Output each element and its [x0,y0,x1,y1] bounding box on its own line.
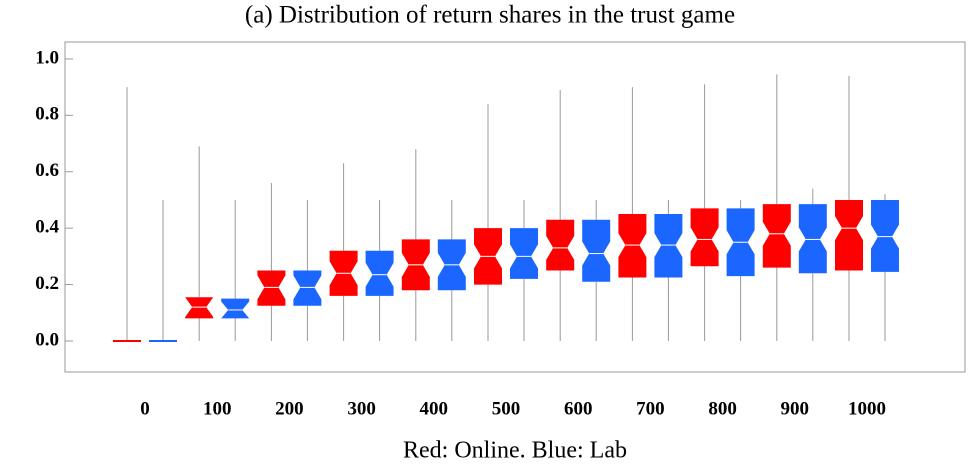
box [257,270,286,306]
y-tick-label: 0.0 [35,329,59,350]
x-tick-label: 700 [636,398,665,419]
box [798,204,827,274]
y-tick-label: 0.6 [35,160,59,181]
x-tick-label: 100 [203,398,232,419]
x-tick-label: 400 [420,398,449,419]
x-tick-label: 1000 [848,398,886,419]
x-tick-label: 0 [140,398,150,419]
box [871,199,899,272]
box [510,228,538,279]
y-tick-label: 0.4 [35,217,59,238]
box [654,214,683,278]
x-tick-label: 800 [708,398,737,419]
x-tick-label: 200 [275,398,304,419]
box [762,204,791,268]
box [365,250,394,296]
box [582,219,611,282]
x-tick-label: 300 [347,398,376,419]
box [618,214,647,278]
x-axis-label: Red: Online. Blue: Lab [403,438,627,464]
y-tick-label: 0.2 [35,273,59,294]
x-tick-label: 900 [781,398,810,419]
box [293,270,322,306]
box [835,199,863,271]
box [185,297,214,319]
box [546,219,575,271]
y-tick-label: 1.0 [35,47,59,68]
box [690,208,719,267]
x-tick-label: 500 [492,398,521,419]
y-tick-label: 0.8 [35,104,59,125]
box [221,298,250,319]
chart-title: (a) Distribution of return shares in the… [245,2,735,29]
x-tick-label: 600 [564,398,593,419]
plot-frame [64,41,966,373]
